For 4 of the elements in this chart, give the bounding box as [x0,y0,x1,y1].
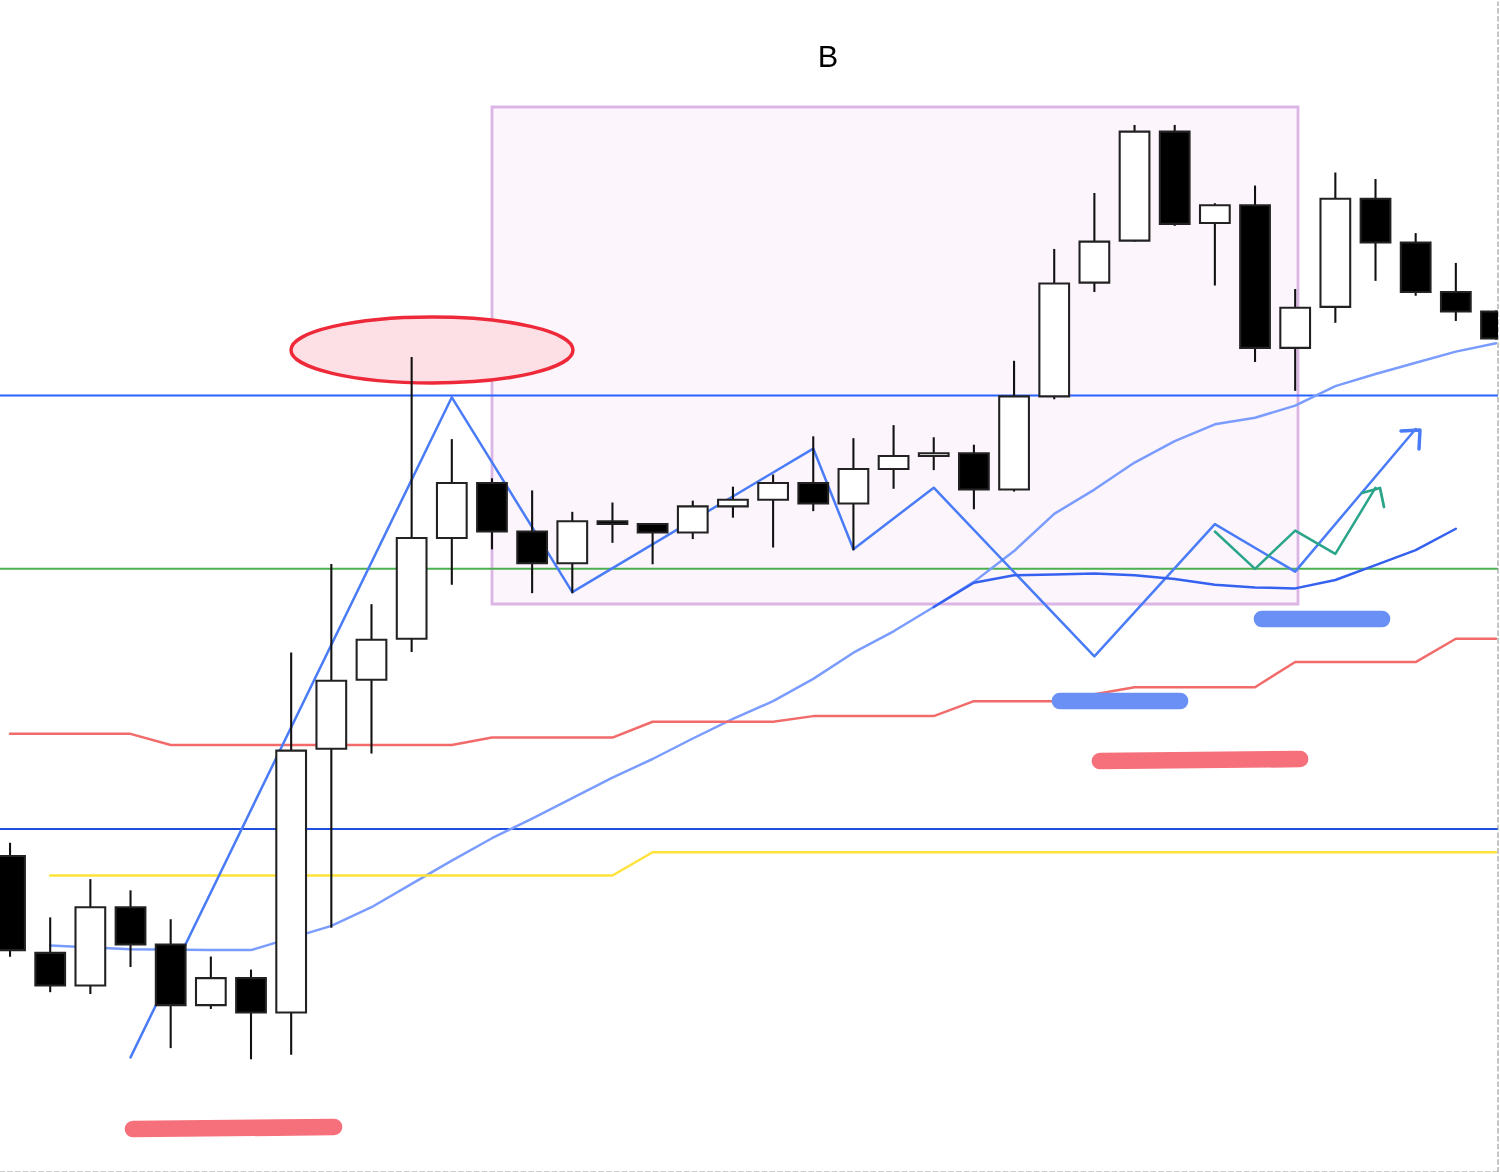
candlestick [717,486,749,518]
candlestick [596,502,629,543]
chart-title: B [820,45,837,67]
candlestick [917,437,950,471]
